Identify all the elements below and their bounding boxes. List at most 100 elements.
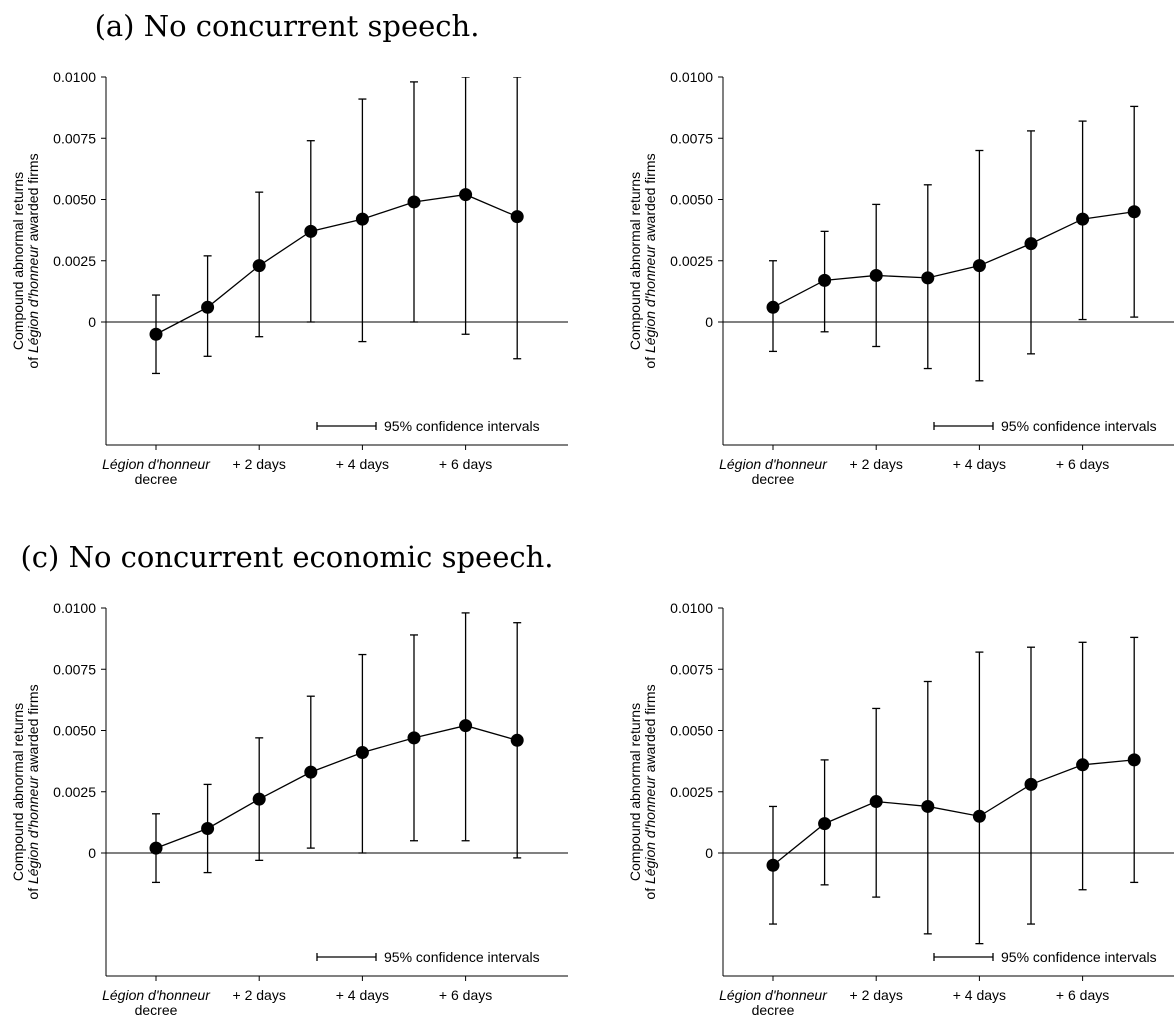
legend-label: 95% confidence intervals (1001, 949, 1157, 965)
y-axis-label-suffix: awarded firms (25, 684, 41, 776)
y-axis-label-suffix: awarded firms (642, 153, 658, 245)
y-tick-label: 0.0100 (53, 69, 96, 85)
x-tick-label: + 2 days (233, 456, 286, 472)
series-line (772, 759, 1135, 866)
chart-panel-3: (d) Concurrent economic speech.0.01000.0… (627, 600, 1174, 1016)
panel-title: (a) No concurrent speech. (95, 9, 480, 43)
y-axis-label-italic: Légion d'honneur (25, 775, 41, 884)
x-tick-label-decree: Légion d'honneur (102, 987, 211, 1003)
y-axis-label-suffix: awarded firms (25, 153, 41, 245)
data-point (972, 259, 986, 273)
y-axis-label-line1: Compound abnormal returns (10, 172, 26, 350)
y-axis-label-line2: of Légion d'honneur awarded firms (25, 684, 41, 899)
data-point (1076, 758, 1090, 772)
x-tick-label-decree: Légion d'honneur (102, 456, 211, 472)
y-tick-label: 0.0025 (670, 784, 713, 800)
y-tick-label: 0.0050 (53, 192, 96, 208)
x-tick-label: + 4 days (953, 987, 1006, 1003)
data-point (252, 259, 266, 273)
x-tick-label-decree-sub: decree (752, 471, 795, 487)
data-point (407, 195, 421, 209)
y-tick-label: 0.0075 (53, 130, 96, 146)
y-tick-label: 0 (705, 314, 713, 330)
data-point (1076, 212, 1090, 226)
series-line (155, 193, 518, 335)
data-point (304, 224, 318, 238)
data-point (1024, 237, 1038, 251)
y-axis-label-line2: of Légion d'honneur awarded firms (642, 153, 658, 368)
y-axis-label-line1: Compound abnormal returns (627, 703, 643, 881)
series-line (772, 211, 1135, 308)
series-line (155, 724, 518, 849)
data-point (355, 746, 369, 760)
x-tick-label-decree: Légion d'honneur (719, 987, 828, 1003)
y-axis-label-prefix: of (25, 353, 41, 369)
data-point (201, 822, 215, 835)
x-tick-label-decree-sub: decree (135, 471, 178, 487)
panel-title: (c) No concurrent economic speech. (20, 540, 553, 574)
y-tick-label: 0.0100 (670, 69, 713, 85)
y-tick-label: 0 (88, 845, 96, 861)
x-tick-label-decree: Légion d'honneur (719, 456, 828, 472)
y-tick-label: 0.0075 (670, 661, 713, 677)
data-point (869, 795, 883, 809)
data-point (149, 327, 163, 341)
y-tick-label: 0.0075 (670, 130, 713, 146)
data-point (818, 273, 832, 287)
x-tick-label: + 4 days (336, 456, 389, 472)
plot-area (766, 105, 1141, 382)
y-axis-label-suffix: awarded firms (642, 684, 658, 776)
x-tick-label: + 2 days (233, 987, 286, 1003)
y-tick-label: 0.0100 (53, 600, 96, 616)
y-axis-label-line1: Compound abnormal returns (10, 703, 26, 881)
x-tick-label: + 4 days (336, 987, 389, 1003)
chart-panel-0: (a) No concurrent speech. 0.0100 0.0075 0.0… (10, 9, 568, 487)
plot-area (149, 77, 524, 375)
x-tick-label-decree-sub: decree (135, 1002, 178, 1016)
y-axis-label-italic: Légion d'honneur (25, 244, 41, 353)
data-point (1127, 205, 1141, 219)
data-point (766, 300, 780, 314)
y-axis-label-line2: of Légion d'honneur awarded firms (25, 153, 41, 368)
data-point (407, 731, 421, 745)
y-tick-label: 0 (88, 314, 96, 330)
y-tick-label: 0 (705, 845, 713, 861)
plot-area (766, 636, 1141, 945)
data-point (510, 733, 524, 747)
x-tick-label: + 2 days (850, 456, 903, 472)
y-tick-label: 0.0050 (670, 723, 713, 739)
x-tick-label: + 6 days (439, 987, 492, 1003)
y-axis-label-italic: Légion d'honneur (642, 244, 658, 353)
x-tick-label: + 6 days (1056, 456, 1109, 472)
data-point (510, 210, 524, 224)
y-tick-label: 0.0025 (53, 253, 96, 269)
data-point (818, 817, 832, 831)
y-tick-label: 0.0050 (670, 192, 713, 208)
legend-label: 95% confidence intervals (384, 949, 540, 965)
y-tick-label: 0.0050 (53, 723, 96, 739)
x-tick-label-decree-sub: decree (752, 1002, 795, 1016)
data-point (869, 268, 883, 282)
chart-panel-2: (c) No concurrent economic speech. 0.0100… (10, 540, 568, 1016)
y-axis-label-prefix: of (642, 884, 658, 900)
x-tick-label: + 6 days (1056, 987, 1109, 1003)
y-tick-label: 0.0075 (53, 661, 96, 677)
y-axis-label-prefix: of (642, 353, 658, 369)
y-axis-label-line2: of Légion d'honneur awarded firms (642, 684, 658, 899)
data-point (149, 841, 163, 855)
y-axis-label-line1: Compound abnormal returns (627, 172, 643, 350)
legend-label: 95% confidence intervals (384, 418, 540, 434)
y-tick-label: 0.0025 (53, 784, 96, 800)
x-tick-label: + 2 days (850, 987, 903, 1003)
y-tick-label: 0.0100 (670, 600, 713, 616)
data-point (766, 858, 780, 872)
x-tick-label: + 6 days (439, 456, 492, 472)
y-axis-label-italic: Légion d'honneur (642, 775, 658, 884)
data-point (355, 212, 369, 226)
data-point (304, 765, 318, 779)
data-point (201, 300, 215, 314)
y-tick-label: 0.0025 (670, 253, 713, 269)
data-point (921, 271, 935, 285)
x-tick-label: + 4 days (953, 456, 1006, 472)
